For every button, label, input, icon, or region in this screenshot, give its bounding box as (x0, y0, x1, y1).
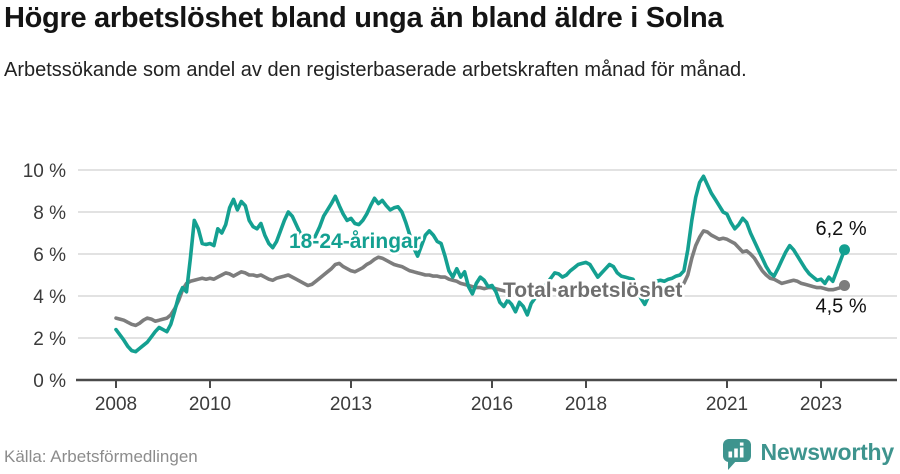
y-tick-label: 2 % (33, 329, 66, 350)
x-tick-label: 2013 (330, 394, 372, 415)
series-line-youth (114, 174, 847, 354)
source-note: Källa: Arbetsförmedlingen (4, 447, 198, 466)
end-value-label-total: 4,5 % (816, 296, 867, 318)
end-value-label-youth: 6,2 % (816, 218, 867, 240)
y-tick-label: 8 % (33, 203, 66, 224)
y-tick-label: 4 % (33, 287, 66, 308)
x-tick-label: 2021 (706, 394, 748, 415)
x-tick-label: 2016 (471, 394, 513, 415)
series-label-total: Total arbetslöshet (503, 279, 682, 302)
y-tick-label: 0 % (33, 371, 66, 392)
end-dot-youth (839, 244, 850, 256)
newsworthy-logo[interactable]: Newsworthy (722, 438, 894, 471)
y-tick-label: 6 % (33, 245, 66, 266)
x-tick-label: 2010 (189, 394, 231, 415)
newsworthy-logo-icon[interactable] (722, 438, 752, 471)
x-tick-label: 2008 (95, 394, 137, 415)
page-title: Högre arbetslöshet bland unga än bland ä… (4, 2, 724, 34)
series-line-total (114, 229, 847, 328)
x-tick-label: 2018 (565, 394, 607, 415)
y-tick-label: 10 % (23, 161, 66, 182)
series-label-youth: 18-24-åringar (289, 230, 421, 253)
line-chart: 0 % 2 % 4 % 6 % 8 % 10 % 2008 2010 2013 2016 2018 2… (23, 161, 897, 415)
newsworthy-logo-text[interactable]: Newsworthy (760, 439, 895, 465)
end-dot-total (839, 280, 850, 291)
x-tick-label: 2023 (800, 394, 842, 415)
page-subtitle: Arbetssökande som andel av den registerb… (4, 59, 747, 81)
